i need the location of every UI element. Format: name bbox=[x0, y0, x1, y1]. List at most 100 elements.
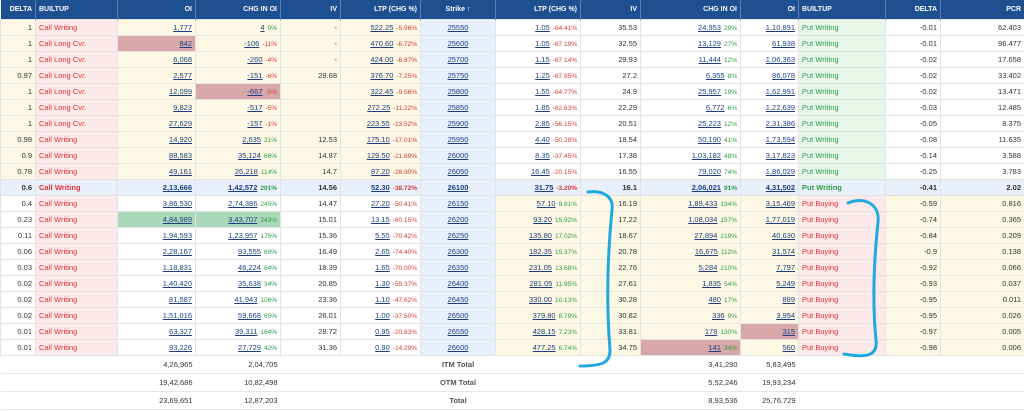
change-percent: 21% bbox=[263, 137, 277, 144]
strike: 26300 bbox=[420, 243, 496, 260]
change-percent: 12% bbox=[723, 57, 737, 64]
value: 3,43,707 bbox=[228, 215, 258, 224]
oi: 61,938 bbox=[740, 35, 799, 52]
value: 281.05 bbox=[529, 279, 553, 288]
value: 3,994 bbox=[776, 311, 795, 320]
value: 0.98 bbox=[17, 135, 32, 144]
builtup: Put Buying bbox=[798, 291, 886, 308]
column-header: DELTA bbox=[0, 0, 36, 20]
ltp: 376.70 -7.25% bbox=[340, 67, 421, 84]
chg-in-oi: 2,06,021 91% bbox=[640, 179, 741, 196]
value: 175.10 bbox=[366, 135, 390, 144]
value: Call Writing bbox=[39, 151, 78, 160]
value: Put Writing bbox=[802, 39, 839, 48]
value: 26100 bbox=[447, 183, 469, 192]
builtup: Call Writing bbox=[35, 339, 118, 356]
value: Call Long Cvr. bbox=[39, 71, 87, 80]
delta: 1 bbox=[0, 35, 36, 52]
iv: - bbox=[280, 35, 341, 52]
delta: -0.02 bbox=[885, 83, 941, 100]
value: 93,226 bbox=[169, 343, 192, 352]
value: 93,555 bbox=[238, 247, 261, 256]
ltp: 0.95 -20.83% bbox=[340, 323, 421, 340]
value: 1,22,639 bbox=[765, 103, 795, 112]
value: 8.375 bbox=[1002, 119, 1021, 128]
ltp: 135.80 17.02% bbox=[495, 227, 581, 244]
iv: 15.36 bbox=[280, 227, 341, 244]
value: 52.30 bbox=[371, 183, 390, 192]
chg-in-oi: 27,729 42% bbox=[195, 339, 281, 356]
strike: 26100 bbox=[420, 179, 496, 196]
change-percent: 245% bbox=[260, 201, 277, 208]
change-percent: 219% bbox=[720, 233, 737, 240]
column-header: OI bbox=[740, 0, 799, 20]
value: 376.70 bbox=[370, 71, 394, 80]
change-percent: 64% bbox=[263, 265, 277, 272]
change-percent: -6% bbox=[265, 73, 277, 80]
strike: 25600 bbox=[420, 35, 496, 52]
value: 15.36 bbox=[318, 231, 337, 240]
value: 129.50 bbox=[366, 151, 390, 160]
value: -0.98 bbox=[919, 343, 937, 352]
value: Call Long Cvr. bbox=[39, 39, 87, 48]
value: 1,777 bbox=[173, 23, 192, 32]
pcr: 13.471 bbox=[940, 83, 1024, 100]
value: 330.00 bbox=[529, 295, 552, 304]
change-percent: -11.22% bbox=[393, 105, 417, 112]
strike: 25700 bbox=[420, 51, 496, 68]
change-percent: -67.95% bbox=[552, 73, 577, 80]
builtup: Call Writing bbox=[35, 163, 118, 180]
ltp: 223.55 -13.52% bbox=[340, 115, 421, 132]
oi: 2,31,386 bbox=[740, 115, 799, 132]
total-row: 4,26,965 2,04,705 ITM Total 3,41,290 5,83,49… bbox=[0, 355, 1024, 374]
oi: 14,920 bbox=[117, 131, 196, 148]
value: 1,40,420 bbox=[162, 279, 192, 288]
change-percent: 19% bbox=[723, 89, 737, 96]
oi: 3,17,823 bbox=[740, 147, 799, 164]
chg-in-oi: 26,218 114% bbox=[195, 163, 281, 180]
change-percent: 6.74% bbox=[558, 345, 577, 352]
total-value: ITM Total bbox=[441, 360, 475, 369]
value: 20.51 bbox=[618, 119, 637, 128]
delta: 0.02 bbox=[0, 275, 36, 292]
empty-cell bbox=[885, 355, 941, 374]
oi: 560 bbox=[740, 339, 799, 356]
value: 5,284 bbox=[698, 263, 718, 272]
empty-cell bbox=[340, 373, 421, 392]
empty-cell bbox=[35, 391, 118, 410]
value: 0.06 bbox=[17, 247, 32, 256]
value: 223.55 bbox=[366, 119, 390, 128]
value: 18.39 bbox=[318, 263, 337, 272]
value: 1 bbox=[27, 87, 32, 96]
builtup: Put Writing bbox=[798, 35, 886, 52]
empty-cell bbox=[495, 373, 581, 392]
value: 22.76 bbox=[618, 263, 637, 272]
iv: 17.22 bbox=[580, 211, 641, 228]
value: 12.53 bbox=[318, 135, 337, 144]
builtup: Put Writing bbox=[798, 67, 886, 84]
value: 96.477 bbox=[998, 39, 1021, 48]
value: 2,635 bbox=[242, 135, 261, 144]
chg-in-oi: 1,08,034 157% bbox=[640, 211, 741, 228]
total-value: 23,69,651 bbox=[159, 396, 193, 405]
value: 2,577 bbox=[173, 71, 192, 80]
value: 13.15 bbox=[371, 215, 390, 224]
iv bbox=[280, 99, 341, 116]
option-row: 0.01 Call Writing 93,226 27,729 42% 31.36 0.90… bbox=[0, 339, 1024, 356]
value: 0.011 bbox=[1002, 295, 1021, 304]
value: 35.53 bbox=[618, 23, 637, 32]
value: 87.20 bbox=[371, 167, 390, 176]
value: 1.65 bbox=[375, 263, 390, 272]
value: Put Buying bbox=[802, 343, 839, 352]
pcr: 0.011 bbox=[940, 291, 1024, 308]
value: -0.14 bbox=[919, 151, 937, 160]
iv: 24.9 bbox=[580, 83, 641, 100]
value: 12,099 bbox=[169, 87, 192, 96]
oi: 315 bbox=[740, 323, 799, 340]
change-percent: 243% bbox=[260, 217, 277, 224]
value: 1,06,363 bbox=[765, 55, 795, 64]
builtup: Put Buying bbox=[798, 323, 886, 340]
oi: 1,86,029 bbox=[740, 163, 799, 180]
value: 1 bbox=[27, 103, 32, 112]
chg-in-oi: 6,772 6% bbox=[640, 99, 741, 116]
